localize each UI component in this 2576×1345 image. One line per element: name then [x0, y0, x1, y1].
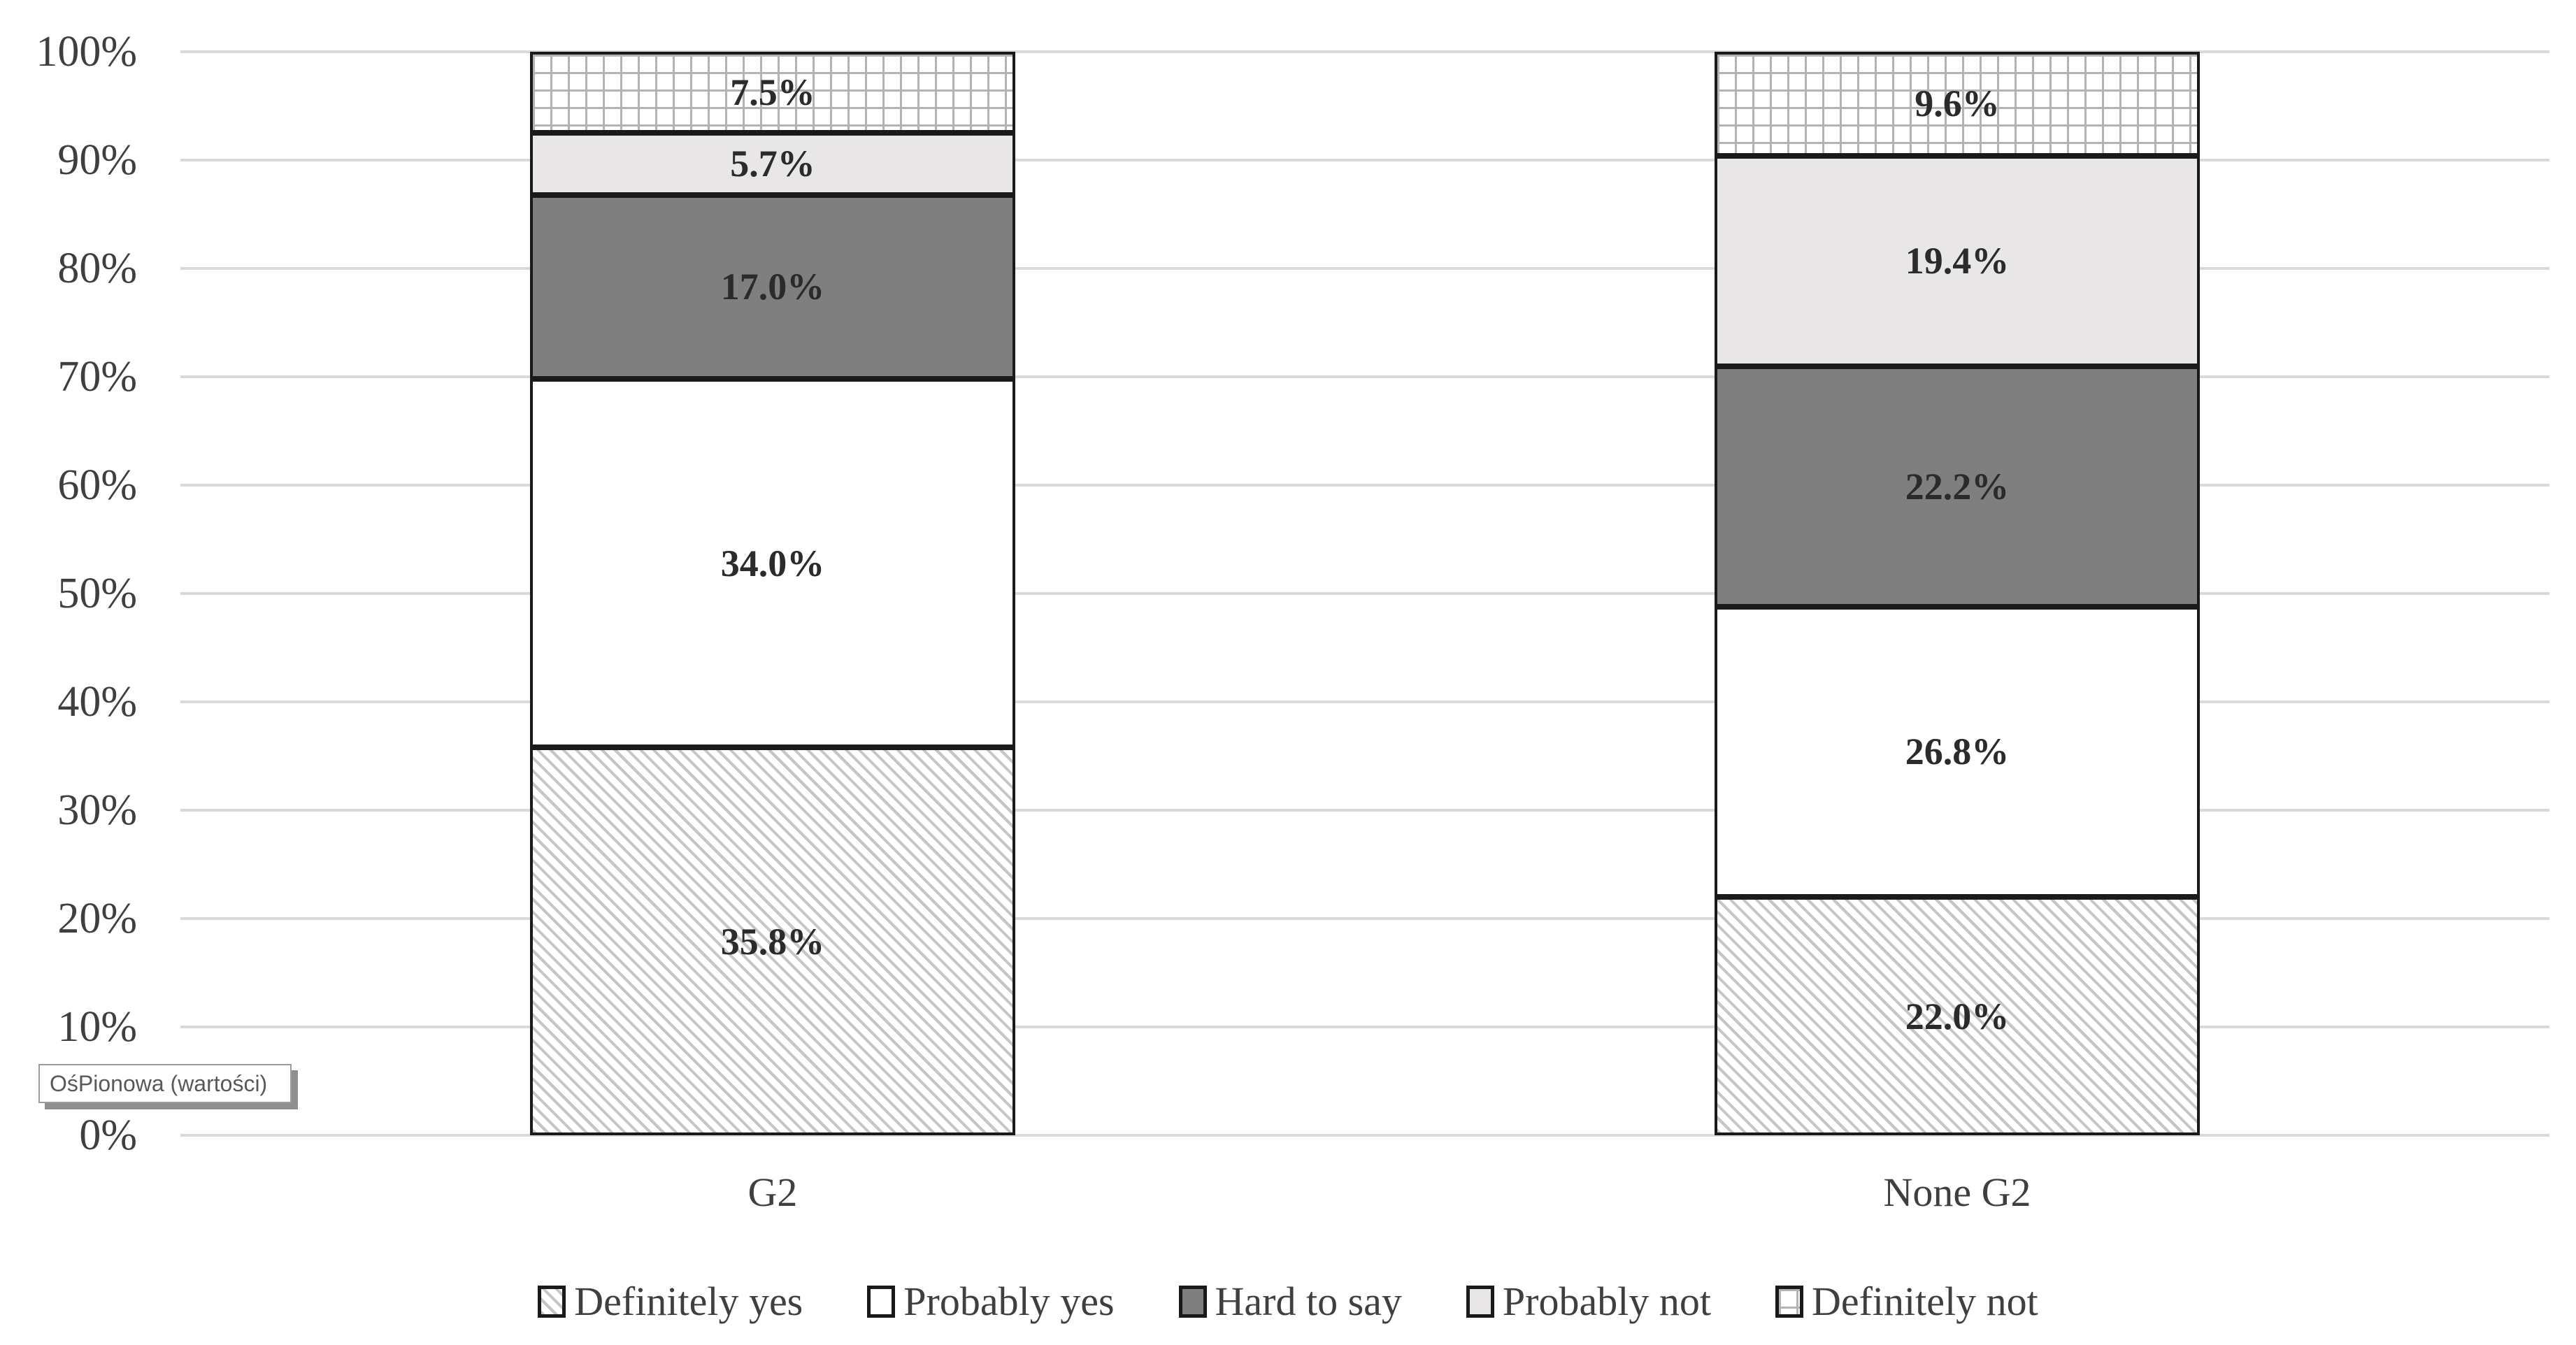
bar-none-g2: 22.0% 26.8% 22.2% 19.4% 9.6%	[1715, 52, 2200, 1135]
legend-item-definitely-yes[interactable]: Definitely yes	[538, 1278, 803, 1325]
y-tick-label-40[interactable]: 40%	[57, 678, 137, 726]
segment-value-label: 19.4%	[1905, 240, 2010, 282]
legend-label: Definitely yes	[574, 1279, 803, 1324]
segment-value-label: 7.5%	[730, 71, 815, 114]
y-tick-label-10[interactable]: 10%	[57, 1003, 137, 1051]
segment-value-label: 26.8%	[1905, 731, 2010, 773]
segment-value-label: 22.0%	[1905, 995, 2010, 1037]
segment-value-label: 35.8%	[720, 920, 825, 963]
bar-segment-g2-probably-yes[interactable]: 34.0%	[530, 379, 1015, 748]
legend-label: Probably yes	[903, 1279, 1115, 1324]
legend-swatch-fine-grid-icon	[1775, 1285, 1803, 1318]
bar-segment-g2-definitely-yes[interactable]: 35.8%	[530, 747, 1015, 1135]
gridline-20	[180, 917, 2549, 920]
category-label-none-g2[interactable]: None G2	[1883, 1170, 2031, 1215]
y-tick-label-90[interactable]: 90%	[57, 136, 137, 184]
segment-value-label: 34.0%	[720, 542, 825, 584]
gridline-10	[180, 1026, 2549, 1028]
bar-segment-none-g2-definitely-yes[interactable]: 22.0%	[1715, 897, 2200, 1135]
legend-swatch-diagonal-hatch-icon	[538, 1285, 566, 1318]
legend-item-hard-to-say[interactable]: Hard to say	[1178, 1278, 1402, 1325]
gridline-0	[180, 1134, 2549, 1137]
y-tick-label-60[interactable]: 60%	[57, 461, 137, 509]
gridline-50	[180, 592, 2549, 595]
bar-segment-none-g2-definitely-not[interactable]: 9.6%	[1715, 52, 2200, 156]
gridline-70	[180, 375, 2549, 378]
category-label-g2[interactable]: G2	[747, 1170, 798, 1215]
bar-segment-none-g2-hard-to-say[interactable]: 22.2%	[1715, 366, 2200, 607]
axis-tooltip: OśPionowa (wartości)	[38, 1064, 292, 1103]
gridline-40	[180, 700, 2549, 703]
y-tick-label-100[interactable]: 100%	[36, 28, 137, 75]
legend-item-probably-not[interactable]: Probably not	[1466, 1278, 1711, 1325]
y-tick-label-70[interactable]: 70%	[57, 353, 137, 401]
y-tick-label-50[interactable]: 50%	[57, 570, 137, 617]
bar-segment-g2-hard-to-say[interactable]: 17.0%	[530, 194, 1015, 380]
legend-swatch-dark-gray-icon	[1178, 1285, 1207, 1318]
legend-label: Definitely not	[1811, 1279, 2038, 1324]
y-tick-label-80[interactable]: 80%	[57, 245, 137, 292]
gridline-90	[180, 159, 2549, 161]
gridline-60	[180, 484, 2549, 487]
bar-segment-none-g2-probably-yes[interactable]: 26.8%	[1715, 606, 2200, 897]
segment-value-label: 9.6%	[1915, 82, 2000, 125]
bar-segment-none-g2-probably-not[interactable]: 19.4%	[1715, 155, 2200, 366]
legend-item-probably-yes[interactable]: Probably yes	[867, 1278, 1115, 1325]
y-tick-label-20[interactable]: 20%	[57, 895, 137, 942]
gridline-30	[180, 809, 2549, 812]
segment-value-label: 22.2%	[1905, 465, 2010, 508]
legend: Definitely yes Probably yes Hard to say Pro…	[0, 1278, 2576, 1325]
legend-item-definitely-not[interactable]: Definitely not	[1775, 1278, 2038, 1325]
segment-value-label: 5.7%	[730, 143, 815, 185]
segment-value-label: 17.0%	[720, 266, 825, 308]
legend-swatch-light-gray-icon	[1466, 1285, 1494, 1318]
gridline-80	[180, 267, 2549, 270]
legend-label: Hard to say	[1215, 1279, 1402, 1324]
gridline-100	[180, 50, 2549, 53]
legend-swatch-white-icon	[867, 1285, 896, 1318]
bar-segment-g2-probably-not[interactable]: 5.7%	[530, 133, 1015, 195]
bar-g2: 35.8% 34.0% 17.0% 5.7% 7.5%	[530, 52, 1015, 1135]
bar-segment-g2-definitely-not[interactable]: 7.5%	[530, 52, 1015, 134]
legend-label: Probably not	[1502, 1279, 1711, 1324]
y-tick-label-30[interactable]: 30%	[57, 786, 137, 834]
y-tick-label-0[interactable]: 0%	[79, 1112, 137, 1159]
